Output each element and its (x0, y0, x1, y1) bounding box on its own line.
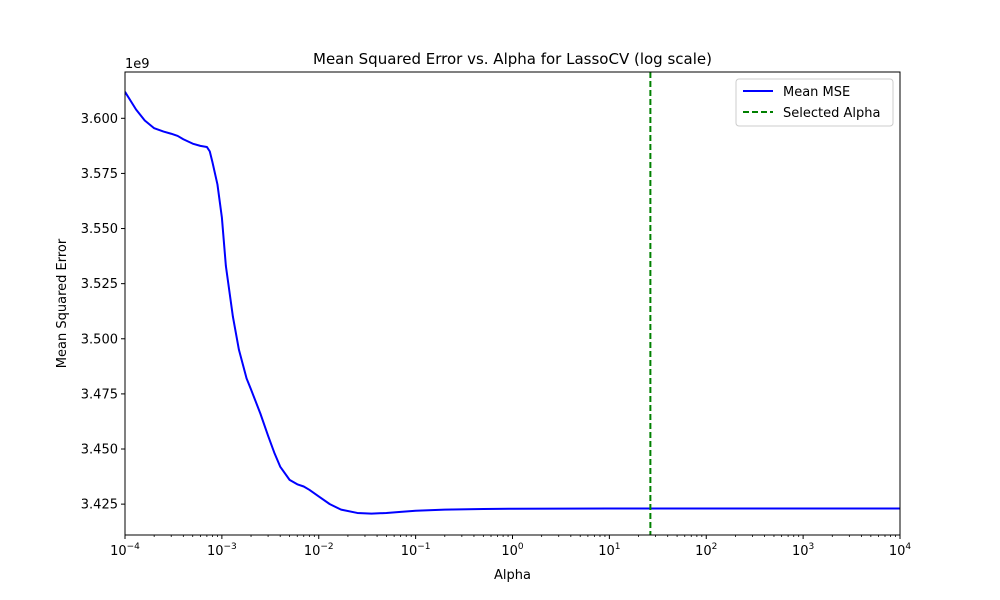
y-tick-label: 3.500 (81, 332, 118, 347)
x-axis: 10−4 10−3 10−2 10−1 100 101 102 103 104 (110, 535, 911, 559)
legend-box (735, 78, 894, 127)
x-tick-label: 10−2 (304, 542, 334, 559)
x-tick-label: 101 (598, 542, 620, 559)
plot-area (125, 72, 900, 535)
y-tick-label: 3.525 (81, 277, 118, 292)
y-axis-label: Mean Squared Error (55, 238, 70, 368)
y-tick-label: 3.600 (81, 112, 118, 127)
x-tick-label: 102 (695, 542, 717, 559)
legend-label-mean-mse: Mean MSE (783, 85, 850, 100)
x-tick-label: 10−1 (401, 542, 431, 559)
x-tick-label: 10−4 (110, 542, 140, 559)
y-offset-label: 1e9 (125, 57, 150, 72)
chart-title: Mean Squared Error vs. Alpha for LassoCV… (313, 50, 712, 68)
y-axis: 3.425 3.450 3.475 3.500 3.525 3.550 3.575 3.600 (81, 112, 125, 513)
y-tick-label: 3.475 (81, 387, 118, 402)
legend: Mean MSE Selected Alpha (735, 78, 894, 127)
legend-label-selected-alpha: Selected Alpha (783, 106, 880, 121)
x-tick-label: 104 (889, 542, 912, 559)
x-tick-label: 103 (792, 542, 814, 559)
y-tick-label: 3.450 (81, 443, 118, 458)
x-tick-label: 10−3 (207, 542, 237, 559)
y-tick-label: 3.550 (81, 222, 118, 237)
y-tick-label: 3.575 (81, 167, 118, 182)
x-tick-label: 100 (501, 542, 524, 559)
plot-frame (124, 71, 901, 536)
y-tick-label: 3.425 (81, 498, 118, 513)
series-mean-mse-line (125, 91, 900, 515)
x-axis-label: Alpha (494, 568, 531, 583)
